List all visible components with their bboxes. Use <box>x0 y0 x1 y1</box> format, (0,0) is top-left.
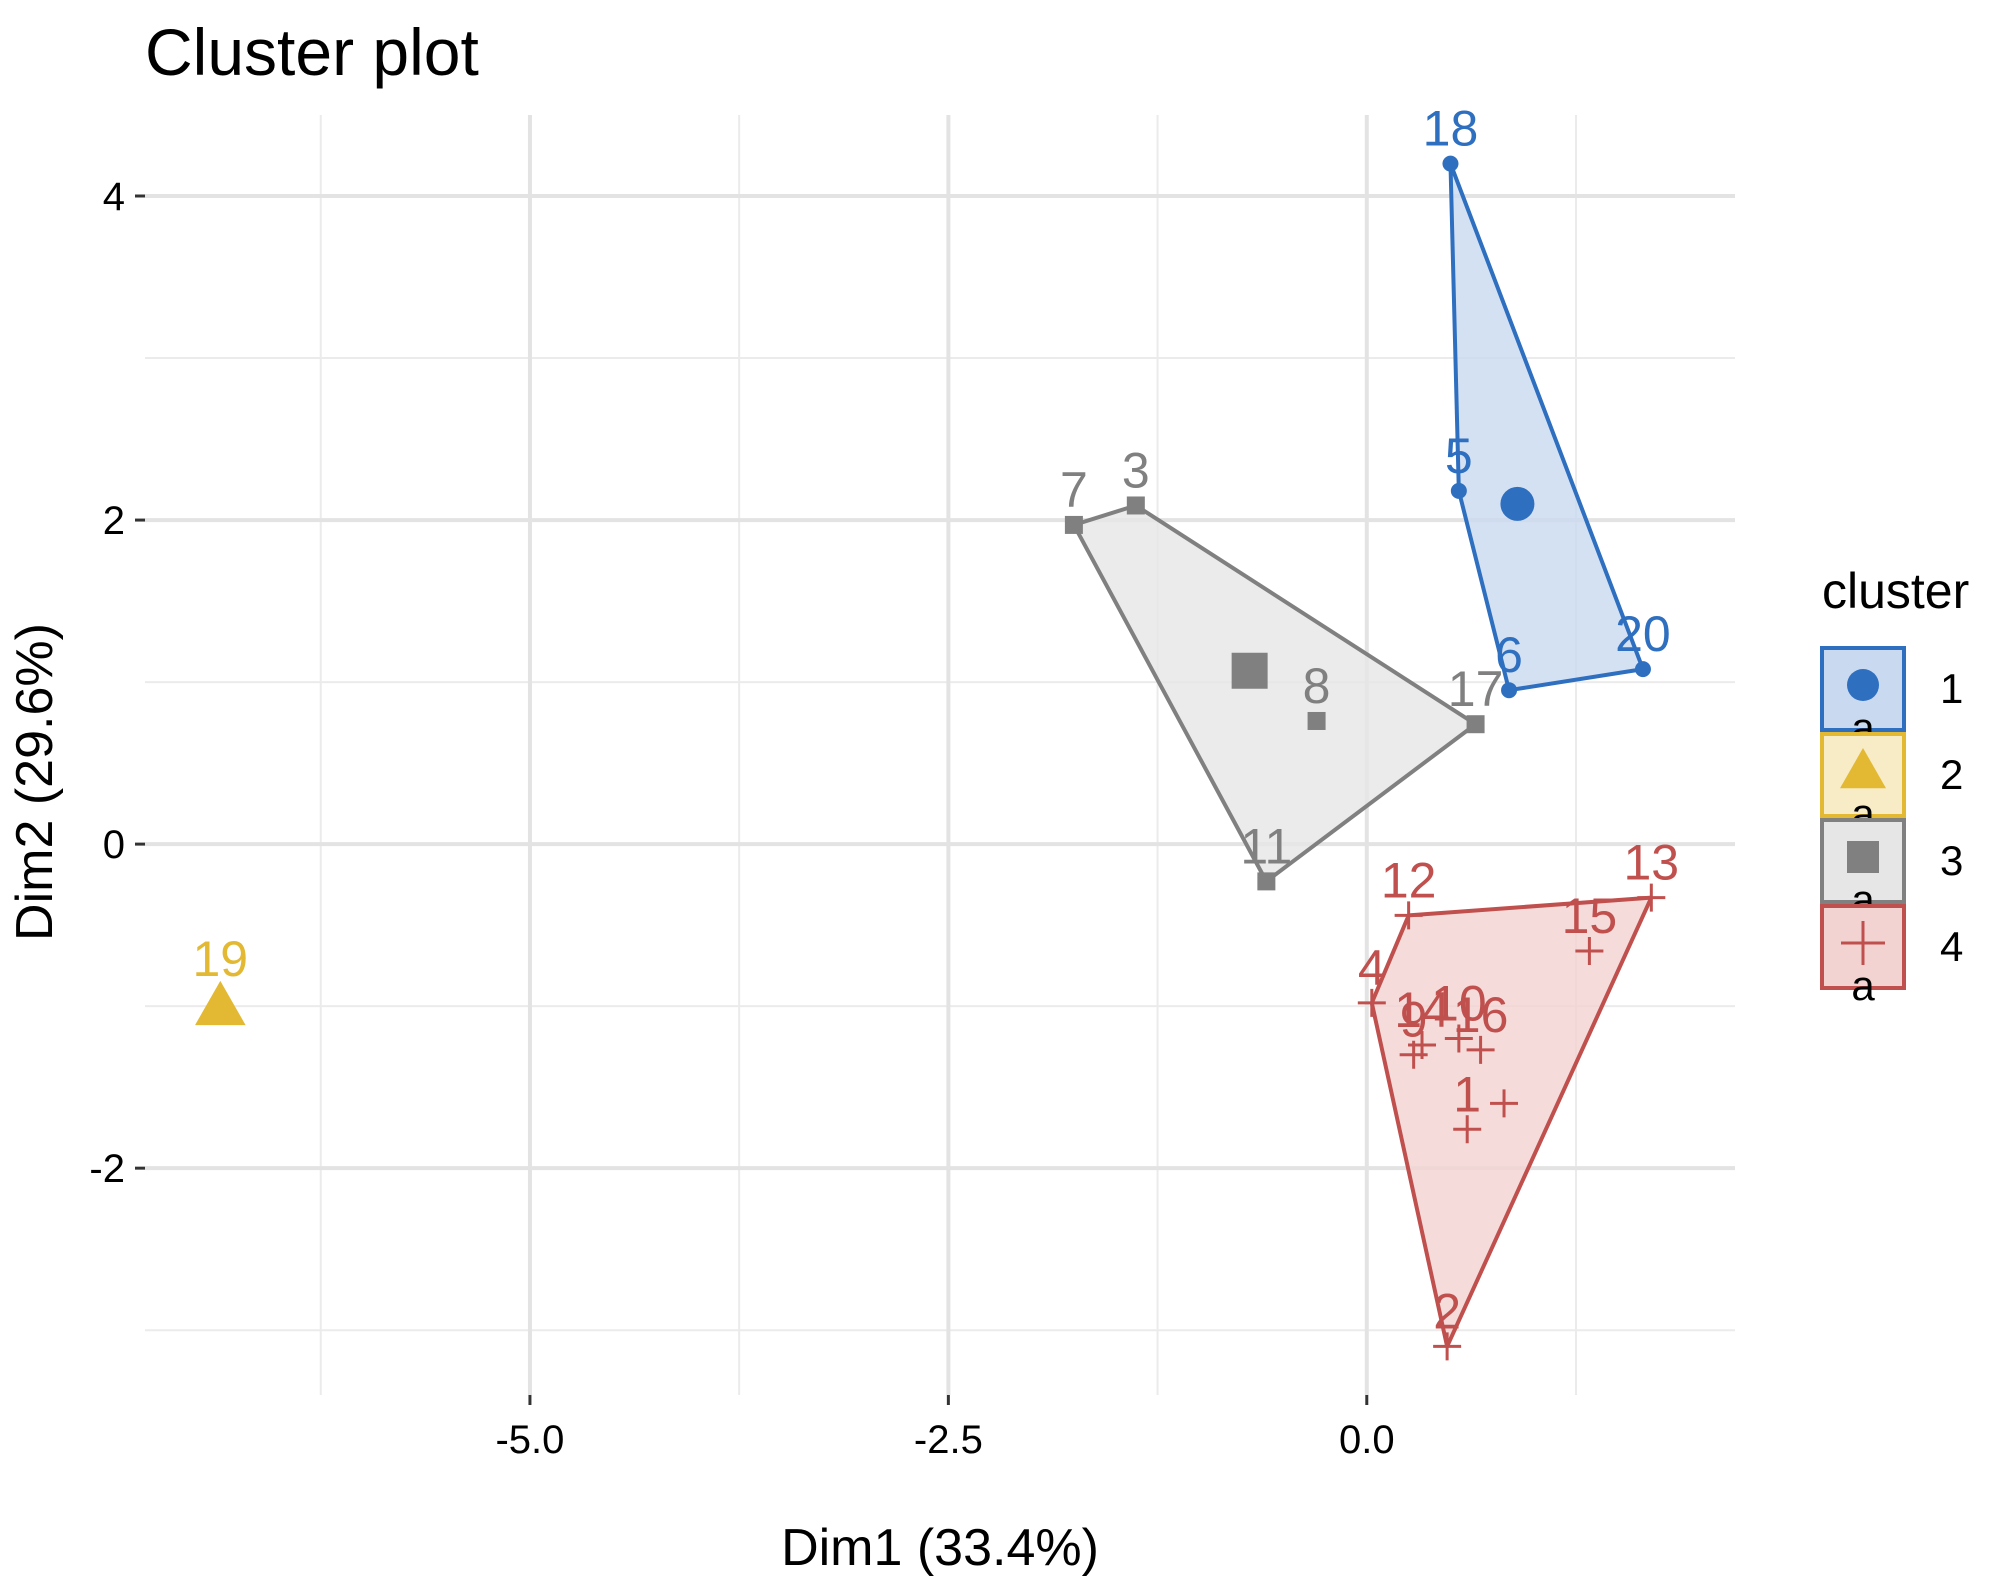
legend-label-2: 2 <box>1940 751 1963 798</box>
data-point-cluster-4 <box>1453 1115 1482 1144</box>
data-point-cluster-4 <box>1490 1089 1519 1118</box>
point-label: 17 <box>1448 661 1504 717</box>
data-point-cluster-4 <box>1433 1332 1462 1361</box>
point-label: 15 <box>1562 888 1618 944</box>
legend-marker-2 <box>1840 748 1886 789</box>
legend-label-3: 3 <box>1940 837 1963 884</box>
point-label: 1 <box>1453 1066 1481 1122</box>
point-label: 13 <box>1624 835 1680 891</box>
point-label: 2 <box>1433 1283 1461 1339</box>
cluster-hull-1 <box>1448 161 1645 693</box>
legend-label-1: 1 <box>1940 665 1963 712</box>
data-point-cluster-2 <box>195 980 246 1026</box>
data-point-cluster-4 <box>1575 937 1604 966</box>
data-point-cluster-3 <box>1307 711 1326 730</box>
data-point-cluster-3 <box>1064 515 1083 534</box>
point-label: 19 <box>193 931 249 987</box>
y-tick-label: 2 <box>103 499 125 543</box>
point-label: 5 <box>1445 428 1473 484</box>
cluster-hulls <box>1071 161 1654 1349</box>
x-tick-label: -5.0 <box>495 1418 564 1462</box>
data-point-cluster-1 <box>1634 661 1651 678</box>
point-label: 20 <box>1615 606 1671 662</box>
y-tick-label: -2 <box>89 1147 125 1191</box>
x-tick-label: -2.5 <box>914 1418 983 1462</box>
data-point-cluster-4 <box>1637 883 1666 912</box>
legend-label-4: 4 <box>1940 923 1963 970</box>
data-point-cluster-4 <box>1394 901 1423 930</box>
chart-title: Cluster plot <box>145 15 479 89</box>
data-point-cluster-1 <box>1450 482 1467 499</box>
legend-marker-3 <box>1847 841 1879 873</box>
y-axis: 4 2 0 -2 <box>89 175 145 1191</box>
legend-key-letter: a <box>1851 962 1875 1009</box>
point-label: 4 <box>1358 940 1386 996</box>
legend-title: cluster <box>1822 563 1969 619</box>
point-label: 7 <box>1060 462 1088 518</box>
data-point-cluster-3 <box>1126 496 1145 515</box>
data-point-cluster-1 <box>1442 155 1459 172</box>
point-label: 14 <box>1394 982 1450 1038</box>
data-point-cluster-4 <box>1444 1024 1473 1053</box>
point-label: 18 <box>1423 101 1479 157</box>
data-point-cluster-3 <box>1257 872 1276 891</box>
x-tick-label: 0.0 <box>1339 1418 1395 1462</box>
point-label: 11 <box>1240 818 1292 874</box>
x-axis: -5.0 -2.5 0.0 <box>495 1395 1395 1462</box>
point-label: 3 <box>1122 442 1150 498</box>
legend-marker-1 <box>1847 669 1879 701</box>
data-point-cluster-4 <box>1466 1035 1495 1064</box>
data-point-cluster-3 <box>1466 715 1485 734</box>
minor-gridlines <box>145 115 1735 1395</box>
x-axis-title: Dim1 (33.4%) <box>781 1519 1099 1577</box>
centroid-cluster-1 <box>1500 486 1535 521</box>
y-tick-label: 4 <box>103 175 125 219</box>
data-point-cluster-1 <box>1501 682 1518 699</box>
point-label: 8 <box>1303 658 1331 714</box>
legend-marker-4 <box>1841 921 1885 965</box>
y-axis-title: Dim2 (29.6%) <box>6 623 64 941</box>
point-label: 12 <box>1381 852 1437 908</box>
point-label: 16 <box>1453 987 1509 1043</box>
cluster-centroids <box>1231 486 1535 689</box>
data-point-cluster-4 <box>1357 988 1386 1017</box>
point-label: 10 <box>1431 976 1487 1032</box>
point-label: 6 <box>1495 627 1523 683</box>
cluster-hull-4 <box>1369 895 1654 1349</box>
y-tick-label: 0 <box>103 823 125 867</box>
point-label: 9 <box>1400 992 1428 1048</box>
cluster-points <box>195 155 1666 1361</box>
data-point-cluster-4 <box>1408 1031 1437 1060</box>
centroid-cluster-3 <box>1231 652 1268 689</box>
